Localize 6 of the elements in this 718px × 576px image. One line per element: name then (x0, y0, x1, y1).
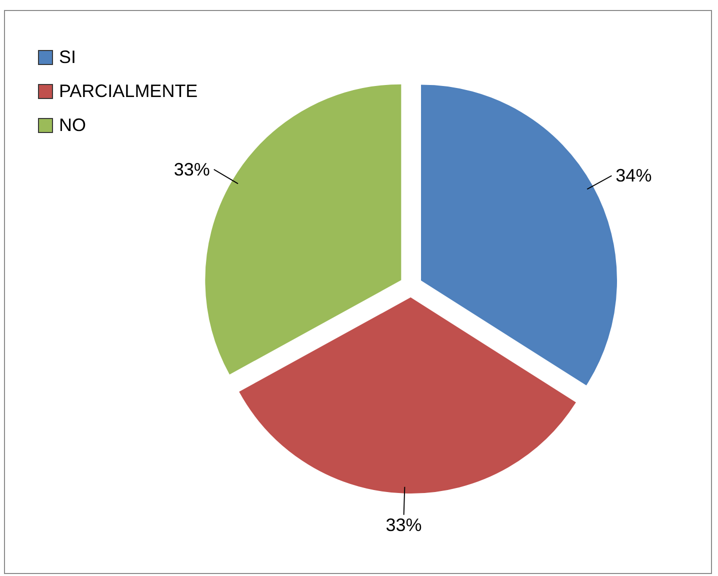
legend-label: SI (59, 46, 76, 68)
legend-label: PARCIALMENTE (59, 80, 198, 102)
data-label: 34% (616, 166, 652, 186)
legend-label: NO (59, 114, 86, 136)
data-label: 33% (386, 514, 422, 535)
data-label: 33% (174, 159, 210, 180)
